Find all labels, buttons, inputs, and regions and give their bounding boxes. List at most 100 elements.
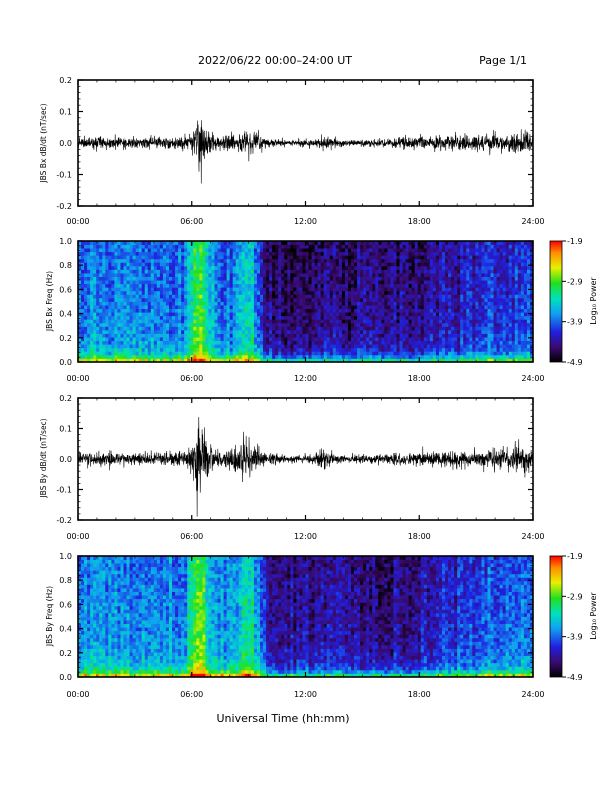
spectrogram-cell — [478, 308, 482, 313]
spectrogram-cell — [478, 337, 482, 342]
spectrogram-cell — [275, 265, 279, 270]
spectrogram-cell — [141, 344, 146, 349]
spectrogram-cell — [93, 315, 97, 320]
spectrogram-cell — [141, 312, 146, 317]
spectrogram-cell — [250, 308, 255, 313]
spectrogram-cell — [172, 340, 176, 345]
spectrogram-cell — [408, 255, 413, 260]
spectrogram-cell — [499, 305, 504, 310]
spectrogram-cell — [481, 287, 485, 292]
spectrogram-cell — [502, 333, 507, 338]
spectrogram-cell — [490, 344, 494, 349]
spectrogram-cell — [263, 258, 267, 263]
spectrogram-cell — [426, 308, 431, 313]
spectrogram-cell — [417, 329, 422, 334]
spectrogram-cell — [508, 344, 513, 349]
spectrogram-cell — [308, 344, 312, 349]
spectrogram-cell — [496, 354, 501, 359]
spectrogram-cell — [399, 276, 403, 281]
spectrogram-cell — [320, 337, 325, 342]
spectrogram-cell — [381, 297, 385, 302]
spectrogram-cell — [435, 344, 440, 349]
spectrogram-cell — [308, 315, 312, 320]
spectrogram-cell — [90, 301, 94, 306]
spectrogram-cell — [105, 262, 109, 267]
spectrogram-cell — [502, 337, 507, 342]
spectrogram-cell — [478, 358, 482, 363]
spectrogram-cell — [426, 340, 431, 345]
spectrogram-cell — [372, 262, 376, 267]
spectrogram-cell — [305, 315, 309, 320]
spectrogram-cell — [275, 315, 279, 320]
spectrogram-cell — [505, 340, 510, 345]
spectrogram-cell — [387, 280, 391, 285]
spectrogram-cell — [320, 322, 325, 327]
spectrogram-cell — [144, 337, 149, 342]
spectrogram-cell — [144, 358, 149, 363]
spectrogram-cell — [414, 262, 419, 267]
spectrogram-cell — [153, 283, 158, 288]
spectrogram-cell — [232, 333, 237, 338]
spectrogram-cell — [451, 255, 455, 260]
spectrogram-cell — [438, 344, 443, 349]
spectrogram-cell — [129, 255, 133, 260]
spectrogram-cell — [123, 340, 127, 345]
spectrogram-cell — [114, 329, 118, 334]
spectrogram-cell — [366, 273, 370, 277]
spectrogram-cell — [499, 265, 504, 270]
spectrogram-cell — [199, 276, 203, 281]
spectrogram-cell — [290, 319, 294, 324]
spectrogram-cell — [411, 333, 416, 338]
spectrogram-cell — [393, 297, 397, 302]
spectrogram-cell — [396, 301, 400, 306]
spectrogram-cell — [241, 358, 246, 363]
spectrogram-cell — [93, 294, 97, 299]
spectrogram-cell — [181, 255, 185, 260]
spectrogram-cell — [90, 322, 94, 327]
spectrogram-cell — [181, 312, 185, 317]
spectrogram-cell — [351, 340, 355, 345]
spectrogram-cell — [414, 265, 419, 270]
spectrogram-cell — [81, 297, 85, 302]
spectrogram-cell — [308, 287, 312, 292]
spectrogram-cell — [217, 319, 221, 324]
spectrogram-cell — [205, 333, 209, 338]
spectrogram-cell — [432, 329, 437, 334]
spectrogram-cell — [323, 241, 328, 245]
spectrogram-cell — [226, 305, 231, 310]
spectrogram-cell — [490, 294, 494, 299]
spectrogram-cell — [499, 244, 504, 249]
spectrogram-cell — [308, 354, 312, 359]
spectrogram-cell — [487, 273, 491, 277]
spectrogram-cell — [429, 276, 434, 281]
spectrogram-cell — [84, 251, 88, 256]
spectrogram-cell — [378, 315, 382, 320]
spectrogram-cell — [414, 354, 419, 359]
spectrogram-cell — [354, 248, 358, 253]
spectrogram-cell — [493, 251, 497, 256]
spectrogram-cell — [296, 312, 300, 317]
spectrogram-cell — [296, 319, 300, 324]
spectrogram-cell — [372, 326, 376, 331]
spectrogram-cell — [432, 301, 437, 306]
spectrogram-cell — [366, 262, 370, 267]
spectrogram-cell — [393, 305, 397, 310]
spectrogram-cell — [472, 273, 476, 277]
spectrogram-cell — [505, 241, 510, 245]
spectrogram-cell — [438, 351, 443, 356]
spectrogram-cell — [217, 344, 221, 349]
spectrogram-cell — [123, 301, 127, 306]
spectrogram-cell — [360, 287, 364, 292]
spectrogram-cell — [505, 301, 510, 306]
spectrogram-cell — [96, 333, 100, 338]
spectrogram-cell — [417, 297, 422, 302]
spectrogram-cell — [120, 308, 124, 313]
spectrogram-cell — [463, 287, 467, 292]
spectrogram-cell — [448, 269, 452, 274]
spectrogram-cell — [144, 276, 149, 281]
spectrogram-cell — [126, 337, 130, 342]
spectrogram-cell — [269, 258, 273, 263]
spectrogram-cell — [260, 322, 264, 327]
spectrogram-cell — [472, 308, 476, 313]
spectrogram-cell — [169, 265, 173, 270]
